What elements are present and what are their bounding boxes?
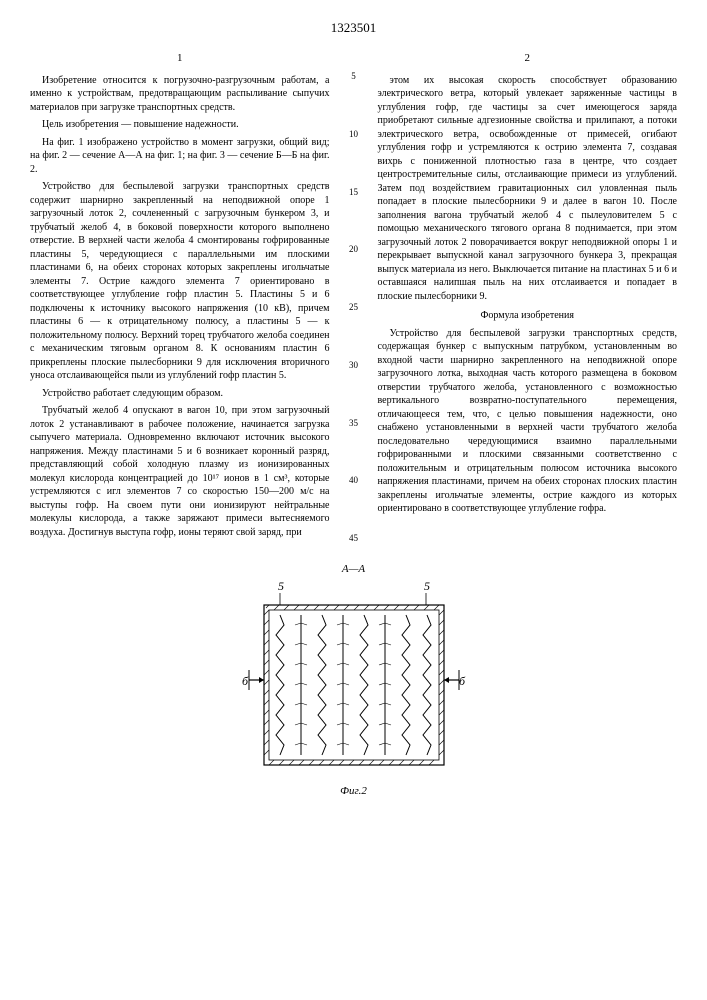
line-marker: 20 — [345, 244, 363, 254]
col2-p1: этом их высокая скорость способствует об… — [378, 74, 678, 304]
col1-p5: Устройство работает следующим образом. — [30, 387, 330, 401]
col1-p2: Цель изобретения — повышение надежности. — [30, 118, 330, 132]
zigzag-plate — [360, 615, 368, 755]
fig-label-6-right: б — [459, 674, 466, 688]
fig-label-5-right: 5 — [424, 579, 430, 593]
col-number-1: 1 — [30, 51, 330, 66]
figure-section-label: А—А — [30, 563, 677, 575]
zigzag-plate — [318, 615, 326, 755]
formula-title: Формула изобретения — [378, 309, 678, 323]
col1-p6: Трубчатый желоб 4 опускают в вагон 10, п… — [30, 404, 330, 539]
col1-p4: Устройство для беспылевой загрузки транс… — [30, 180, 330, 383]
figure-2-container: А—А 5 5 — [30, 563, 677, 797]
columns-wrapper: 1 Изобретение относится к погрузочно-раз… — [30, 51, 677, 543]
fig-outer-box — [264, 605, 444, 765]
line-marker: 25 — [345, 302, 363, 312]
line-marker: 5 — [345, 71, 363, 81]
page-container: 1323501 1 Изобретение относится к погруз… — [0, 0, 707, 817]
line-marker: 10 — [345, 129, 363, 139]
zigzag-plate — [276, 615, 284, 755]
zigzag-plate — [423, 615, 431, 755]
document-number: 1323501 — [30, 20, 677, 36]
line-marker: 30 — [345, 360, 363, 370]
fig-label-6-left: б — [242, 674, 249, 688]
line-number-gutter: 5 10 15 20 25 30 35 40 45 — [345, 51, 363, 543]
col2-p2: Устройство для беспылевой загрузки транс… — [378, 327, 678, 516]
col1-p3: На фиг. 1 изображено устройство в момент… — [30, 136, 330, 177]
column-right: 2 этом их высокая скорость способствует … — [378, 51, 678, 543]
col1-p1: Изобретение относится к погрузочно-разгр… — [30, 74, 330, 115]
line-marker: 45 — [345, 533, 363, 543]
line-marker: 35 — [345, 418, 363, 428]
figure-2-caption: Фиг.2 — [30, 785, 677, 797]
fig-inner-box — [269, 610, 439, 760]
line-marker: 15 — [345, 187, 363, 197]
column-left: 1 Изобретение относится к погрузочно-раз… — [30, 51, 330, 543]
col-number-2: 2 — [378, 51, 678, 66]
figure-2-svg: 5 5 — [224, 575, 484, 780]
fig-label-5-left: 5 — [278, 579, 284, 593]
zigzag-plate — [402, 615, 410, 755]
line-marker: 40 — [345, 475, 363, 485]
